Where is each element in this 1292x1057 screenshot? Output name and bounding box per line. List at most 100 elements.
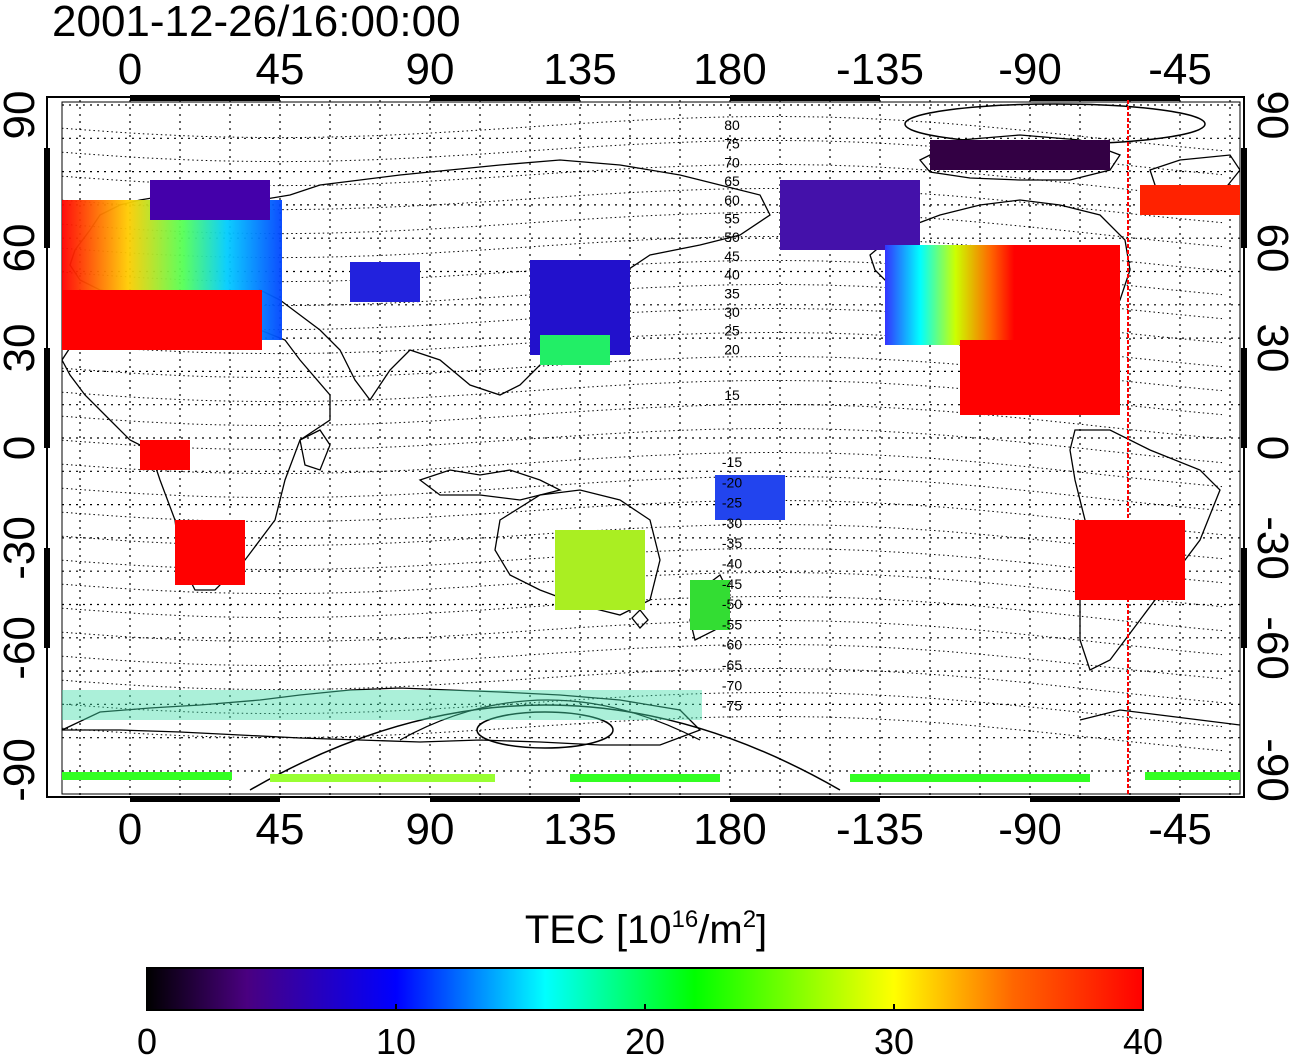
tec-greenland-patch: [1140, 185, 1240, 215]
contour-label: 45: [724, 248, 740, 264]
tec-nz-patch: [690, 580, 730, 630]
colorbar-tick-label: 20: [625, 1021, 665, 1057]
tec-africa-equator-patch: [140, 440, 190, 470]
contour-label: 55: [724, 211, 740, 227]
frame-tick-segments: [44, 95, 1247, 802]
lon-tick-bottom: 180: [693, 805, 766, 854]
contour-labels: 80 75 70 65 60 55 50 45 40 35 30 25 20 15 -15 -20 -25 -30…: [722, 117, 742, 714]
tec-south-ocean-strip: [62, 772, 232, 780]
contour-label: 40: [724, 267, 740, 283]
lat-tick-left: 90: [0, 91, 44, 140]
lat-ticks-left: 90 60 30 0 -30 -60 -90: [0, 91, 44, 802]
magnetic-latitude-contours: [62, 116, 1223, 752]
contour-label: -75: [722, 698, 742, 714]
lat-ticks-right: 90 60 30 0 -30 -60 -90: [1248, 91, 1292, 802]
contour-label: 60: [724, 192, 740, 208]
contour-label: -50: [722, 596, 742, 612]
contour-label: -30: [722, 515, 742, 531]
contour-label: -65: [722, 657, 742, 673]
lat-tick-right: 60: [1248, 224, 1292, 273]
lon-tick-bottom: -90: [998, 805, 1062, 854]
colorbar-tick-label: 10: [376, 1021, 416, 1057]
lon-tick-bottom: 45: [256, 805, 305, 854]
tec-south-ocean-strip-2: [270, 774, 495, 782]
map-inner-frame: [61, 101, 1241, 795]
contour-label: 35: [724, 285, 740, 301]
contour-label: -20: [722, 474, 742, 490]
contour-label: -70: [722, 677, 742, 693]
map-title: 2001-12-26/16:00:00: [52, 0, 461, 46]
lon-tick-top: -90: [998, 45, 1062, 94]
lat-tick-right: -30: [1248, 516, 1292, 580]
tec-canada-patch: [930, 140, 1110, 170]
colorbar-tick-label: 30: [874, 1021, 914, 1057]
lon-tick-bottom: -45: [1148, 805, 1212, 854]
lat-tick-right: -90: [1248, 738, 1292, 802]
contour-label: 30: [724, 304, 740, 320]
lat-tick-left: 30: [0, 324, 44, 373]
tec-south-ocean-strip-5: [1145, 772, 1240, 780]
lat-tick-right: -60: [1248, 616, 1292, 680]
tec-south-africa-patch: [175, 520, 245, 585]
colorbar-title: TEC [1016/m2]: [524, 906, 768, 953]
tec-alaska-patch: [780, 180, 920, 250]
contour-label: 75: [724, 136, 740, 152]
lat-tick-left: -60: [0, 616, 44, 680]
lon-ticks-top: 0 45 90 135 180 -135 -90 -45: [118, 45, 1212, 94]
contour-label: -40: [722, 556, 742, 572]
tec-japan-patch: [540, 335, 610, 365]
contour-label: -45: [722, 576, 742, 592]
tec-pacific-patch: [715, 475, 785, 520]
lon-tick-top: -135: [836, 45, 924, 94]
lat-tick-right: 90: [1248, 91, 1292, 140]
tec-north-america-patch: [885, 245, 1120, 345]
contour-label: -55: [722, 616, 742, 632]
lon-tick-bottom: 135: [543, 805, 616, 854]
contour-label: 80: [724, 117, 740, 133]
contour-label: -60: [722, 637, 742, 653]
contour-label: 50: [724, 229, 740, 245]
lon-tick-bottom: 90: [406, 805, 455, 854]
contour-label: 65: [724, 173, 740, 189]
lat-tick-right: 30: [1248, 324, 1292, 373]
tec-antarctic-band: [62, 690, 702, 720]
lat-tick-left: -90: [0, 738, 44, 802]
south-oval: [476, 711, 614, 749]
tec-data: [62, 140, 1240, 782]
lat-tick-left: 60: [0, 224, 44, 273]
tec-central-america-patch: [960, 340, 1120, 415]
south-contour-arc-2: [399, 699, 701, 741]
contour-label: 25: [724, 323, 740, 339]
colorbar: [146, 967, 1144, 1011]
contour-label: -35: [722, 535, 742, 551]
colorbar-tick-label: 0: [137, 1021, 157, 1057]
lat-tick-right: 0: [1248, 436, 1292, 460]
tec-south-ocean-strip-3: [570, 774, 720, 782]
lat-tick-left: -30: [0, 516, 44, 580]
south-contour-arc: [249, 704, 841, 791]
lon-tick-top: 90: [406, 45, 455, 94]
contour-label: 15: [724, 387, 740, 403]
contour-label: -25: [722, 495, 742, 511]
lat-tick-left: 0: [0, 436, 44, 460]
contour-label: -15: [722, 454, 742, 470]
tec-russia-patch: [150, 180, 270, 220]
lon-tick-top: 180: [693, 45, 766, 94]
lon-tick-bottom: 0: [118, 805, 142, 854]
tec-africa-north-patch: [62, 290, 262, 350]
lon-tick-top: 45: [256, 45, 305, 94]
tec-australia-patch: [555, 530, 645, 610]
lon-tick-top: -45: [1148, 45, 1212, 94]
lon-tick-bottom: -135: [836, 805, 924, 854]
lon-tick-top: 135: [543, 45, 616, 94]
lon-tick-top: 0: [118, 45, 142, 94]
tec-south-ocean-strip-4: [850, 774, 1090, 782]
lon-ticks-bottom: 0 45 90 135 180 -135 -90 -45: [118, 805, 1212, 854]
contour-label: 20: [724, 341, 740, 357]
tec-central-asia-patch: [350, 262, 420, 302]
colorbar-tick-label: 40: [1123, 1021, 1163, 1057]
colorbar-ticks: 0 10 20 30 40: [137, 1004, 1163, 1057]
contour-label: 70: [724, 154, 740, 170]
tec-south-america-patch: [1075, 520, 1185, 600]
